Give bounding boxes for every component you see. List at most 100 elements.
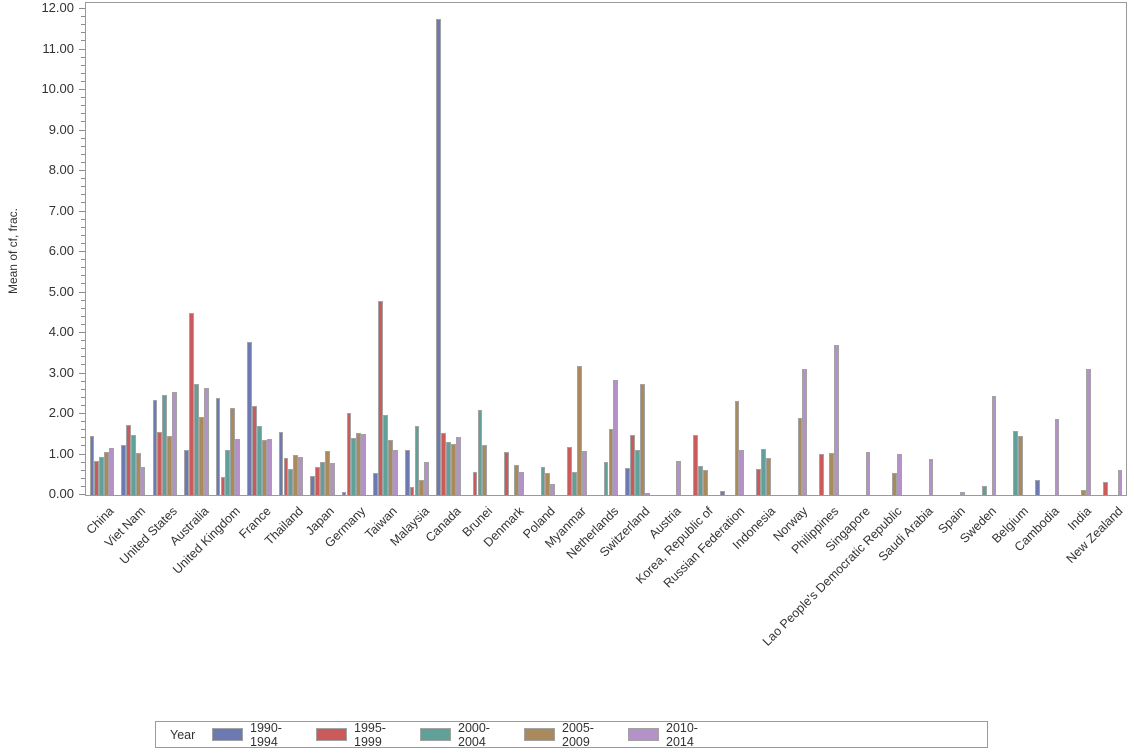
bar bbox=[1086, 369, 1091, 495]
bar bbox=[472, 472, 478, 495]
y-minor-tick bbox=[81, 145, 85, 147]
y-minor-tick bbox=[81, 356, 85, 358]
bar bbox=[162, 395, 168, 495]
y-minor-tick bbox=[81, 242, 85, 244]
bar bbox=[341, 492, 347, 495]
y-major-tick bbox=[79, 129, 85, 131]
bar bbox=[298, 457, 304, 495]
legend-swatch bbox=[420, 728, 451, 741]
bar bbox=[829, 453, 834, 495]
y-tick-label: 1.00 bbox=[48, 445, 74, 461]
y-major-tick bbox=[79, 48, 85, 50]
y-major-tick bbox=[79, 170, 85, 171]
bar bbox=[121, 445, 126, 495]
y-minor-tick bbox=[81, 267, 85, 269]
bar bbox=[215, 398, 221, 495]
bar bbox=[603, 462, 609, 495]
bar bbox=[797, 418, 803, 495]
bar bbox=[266, 439, 272, 495]
bar bbox=[346, 413, 352, 495]
bar bbox=[960, 492, 965, 495]
bar bbox=[761, 449, 766, 495]
y-minor-tick bbox=[81, 226, 85, 228]
y-minor-tick bbox=[81, 202, 85, 204]
y-minor-tick bbox=[81, 437, 85, 439]
bar bbox=[361, 434, 367, 495]
bar bbox=[630, 435, 636, 495]
bar bbox=[436, 19, 442, 495]
bar bbox=[293, 455, 299, 495]
y-major-tick bbox=[79, 453, 85, 455]
y-tick-label: 9.00 bbox=[48, 121, 74, 137]
y-minor-tick bbox=[81, 396, 85, 398]
bar bbox=[635, 450, 640, 495]
bar bbox=[581, 451, 587, 495]
bar bbox=[676, 461, 682, 495]
bar bbox=[625, 468, 631, 495]
y-tick-label: 0.00 bbox=[48, 486, 74, 501]
y-minor-tick bbox=[81, 348, 85, 350]
y-tick-label: 7.00 bbox=[48, 202, 74, 218]
y-minor-tick bbox=[81, 485, 85, 487]
y-minor-tick bbox=[81, 16, 85, 18]
y-minor-tick bbox=[81, 469, 85, 471]
y-minor-tick bbox=[81, 178, 85, 180]
y-major-tick bbox=[79, 89, 85, 90]
bar bbox=[513, 465, 519, 495]
bar bbox=[99, 457, 105, 495]
bar bbox=[247, 342, 252, 495]
y-minor-tick bbox=[81, 24, 85, 26]
bar bbox=[278, 432, 284, 495]
y-axis-title: Mean of cf, frac. bbox=[6, 207, 20, 295]
bar bbox=[756, 469, 762, 495]
bar bbox=[167, 436, 173, 495]
y-major-tick bbox=[79, 372, 85, 374]
bar bbox=[640, 384, 645, 495]
bar bbox=[576, 366, 582, 495]
bar bbox=[225, 450, 231, 495]
y-minor-tick bbox=[81, 121, 85, 123]
legend-items: 1990-1994 1995-1999 2000-2004 2005-2009 2010… bbox=[212, 721, 732, 749]
y-tick-label: 3.00 bbox=[48, 364, 74, 380]
bar bbox=[378, 301, 383, 495]
y-minor-tick bbox=[81, 72, 85, 74]
bar bbox=[504, 452, 509, 495]
y-tick-label: 11.00 bbox=[42, 40, 74, 56]
bar bbox=[203, 388, 209, 495]
bar bbox=[130, 435, 136, 495]
y-minor-tick bbox=[81, 477, 85, 479]
bar bbox=[404, 450, 410, 495]
legend-item: 1990-1994 bbox=[212, 721, 303, 749]
bar bbox=[734, 401, 740, 495]
bar bbox=[450, 444, 456, 495]
legend-item: 2000-2004 bbox=[420, 721, 511, 749]
legend: Year 1990-1994 1995-1999 2000-2004 2005-200… bbox=[155, 721, 988, 749]
y-minor-tick bbox=[81, 404, 85, 406]
bar bbox=[310, 476, 315, 495]
bar bbox=[261, 440, 267, 495]
y-minor-tick bbox=[81, 105, 85, 107]
bar bbox=[424, 462, 430, 495]
bar bbox=[719, 491, 725, 495]
bar bbox=[928, 459, 934, 495]
bar bbox=[1117, 470, 1123, 495]
bar bbox=[567, 447, 572, 495]
bar bbox=[613, 380, 619, 495]
y-minor-tick bbox=[81, 380, 85, 382]
legend-swatch bbox=[316, 728, 347, 741]
bar bbox=[288, 469, 294, 495]
bar bbox=[834, 345, 839, 495]
y-tick-label: 6.00 bbox=[48, 243, 74, 258]
bar bbox=[441, 433, 446, 495]
legend-swatch bbox=[212, 728, 243, 741]
y-minor-tick bbox=[81, 56, 85, 58]
y-minor-tick bbox=[81, 259, 85, 261]
bar bbox=[198, 417, 204, 495]
legend-label: 2010-2014 bbox=[666, 720, 698, 749]
legend-item: 2005-2009 bbox=[524, 721, 615, 749]
bar bbox=[414, 426, 420, 495]
bar bbox=[193, 384, 199, 495]
bar bbox=[89, 436, 95, 495]
bar bbox=[1054, 419, 1060, 495]
